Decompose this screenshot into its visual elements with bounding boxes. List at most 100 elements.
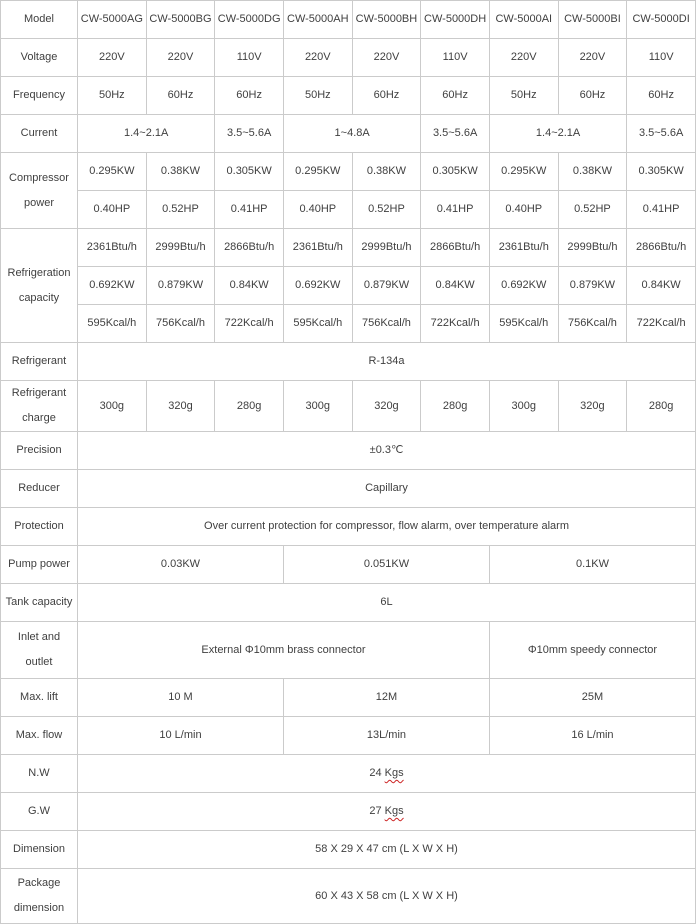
weight-number: 27 [369,805,385,817]
spec-value: 0.879KW [351,266,422,305]
spec-value: 3.5~5.6A [420,114,490,153]
spec-value: 300g [488,380,559,432]
row-label-max-flow: Max. flow [0,716,78,755]
spec-value: 0.03KW [77,545,284,584]
spec-value: 0.692KW [488,266,559,305]
row-label-refrigerant: Refrigerant [0,342,78,381]
spec-value: 10 M [77,678,284,717]
spec-value: Φ10mm speedy connector [488,621,696,679]
spec-value: 0.52HP [557,190,628,229]
spec-value: 722Kcal/h [626,304,696,343]
row-label-current: Current [0,114,78,153]
model-header-cell: CW-5000BG [145,0,216,39]
spec-value: 13L/min [282,716,490,755]
refrigerant-charge-row: Refrigerant charge 300g 320g 280g 300g 3… [0,380,696,432]
spec-value: 60Hz [626,76,696,115]
spec-value: 220V [557,38,628,77]
spec-value: 50Hz [77,76,147,115]
model-header-cell: CW-5000AH [282,0,353,39]
spec-value: 2361Btu/h [282,228,353,267]
model-header-cell: CW-5000DG [214,0,284,39]
model-header-cell: CW-5000BI [557,0,628,39]
spec-value: 0.40HP [77,190,147,229]
spec-value: 220V [351,38,422,77]
spec-value: 280g [214,380,284,432]
spec-value: 2999Btu/h [557,228,628,267]
spec-value: 0.38KW [145,152,216,191]
spec-value: 220V [145,38,216,77]
spec-value: 60Hz [557,76,628,115]
refrigerant-row: Refrigerant R-134a [0,342,696,381]
spec-value: 110V [214,38,284,77]
spec-value: 0.305KW [626,152,696,191]
spec-value: 2999Btu/h [145,228,216,267]
row-label-protection: Protection [0,507,78,546]
spec-value: 595Kcal/h [77,304,147,343]
row-label-dimension: Dimension [0,830,78,869]
row-label-model: Model [0,0,78,39]
spec-value: 320g [557,380,628,432]
spec-value: 60Hz [351,76,422,115]
spec-value: 1.4~2.1A [488,114,628,153]
spec-value: 50Hz [488,76,559,115]
spec-value: 24 Kgs [77,754,696,793]
spec-value: 1.4~2.1A [76,114,216,153]
row-label-refrigeration-capacity: Refrigeration capacity [0,228,78,343]
header-row: Model CW-5000AG CW-5000BG CW-5000DG CW-5… [0,0,696,39]
spec-value: External Φ10mm brass connector [77,621,490,679]
spec-value: 320g [145,380,216,432]
gross-weight-row: G.W 27 Kgs [0,792,696,831]
spec-value: 300g [282,380,353,432]
spec-value: 756Kcal/h [145,304,216,343]
spec-value: 12M [282,678,490,717]
spec-value: 3.5~5.6A [214,114,284,153]
spec-value: 220V [77,38,147,77]
row-label-max-lift: Max. lift [0,678,78,717]
spec-value: 2361Btu/h [488,228,559,267]
spec-value: R-134a [77,342,696,381]
spec-value: Capillary [77,469,696,508]
spec-value: 0.41HP [420,190,490,229]
spec-value: 0.41HP [214,190,284,229]
spec-value: 2361Btu/h [77,228,147,267]
tank-capacity-row: Tank capacity 6L [0,583,696,622]
refrigeration-kcal-row: 595Kcal/h 756Kcal/h 722Kcal/h 595Kcal/h … [1,304,696,343]
spec-value: 58 X 29 X 47 cm (L X W X H) [77,830,696,869]
spec-value: 0.38KW [351,152,422,191]
spec-value: Over current protection for compressor, … [77,507,696,546]
row-label-package-dimension: Package dimension [0,868,78,924]
spec-value: 595Kcal/h [282,304,353,343]
spec-value: 2866Btu/h [626,228,696,267]
row-label-voltage: Voltage [0,38,78,77]
spec-value: 60Hz [145,76,216,115]
spec-value: 16 L/min [488,716,696,755]
row-label-nw: N.W [0,754,78,793]
spec-value: 0.051KW [282,545,490,584]
protection-row: Protection Over current protection for c… [0,507,696,546]
spec-value: 300g [77,380,147,432]
spec-value: 0.52HP [351,190,422,229]
spec-value: 60 X 43 X 58 cm (L X W X H) [77,868,696,924]
dimension-row: Dimension 58 X 29 X 47 cm (L X W X H) [0,830,696,869]
row-label-pump-power: Pump power [0,545,78,584]
spec-value: 110V [420,38,490,77]
frequency-row: Frequency 50Hz 60Hz 60Hz 50Hz 60Hz 60Hz … [0,76,696,115]
spec-value: 2866Btu/h [420,228,490,267]
spec-value: 0.84KW [420,266,490,305]
model-header-cell: CW-5000AG [77,0,147,39]
spec-value: 722Kcal/h [214,304,284,343]
spec-value: 280g [420,380,490,432]
spec-value: 0.41HP [626,190,696,229]
spec-value: 60Hz [420,76,490,115]
spec-value: 0.879KW [145,266,216,305]
spec-value: 0.305KW [420,152,490,191]
spec-value: 2999Btu/h [351,228,422,267]
current-row: Current 1.4~2.1A 3.5~5.6A 1~4.8A 3.5~5.6… [0,114,696,153]
spec-value: 25M [488,678,696,717]
spec-value: ±0.3℃ [77,431,696,470]
spec-value: 6L [77,583,696,622]
model-header-cell: CW-5000DH [420,0,490,39]
precision-row: Precision ±0.3℃ [0,431,696,470]
spec-value: 320g [351,380,422,432]
